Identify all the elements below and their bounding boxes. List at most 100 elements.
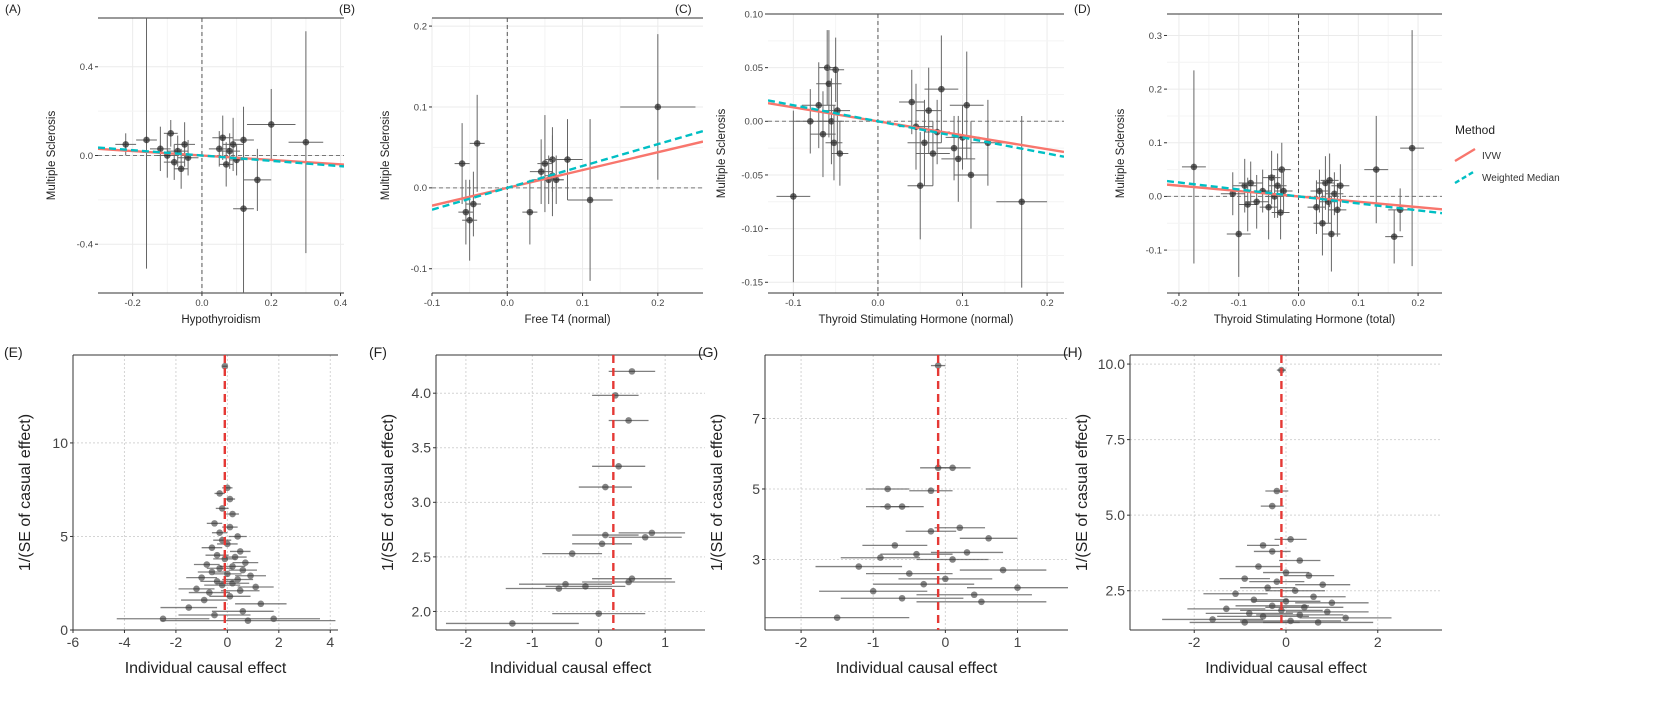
x-tick-label: -6 xyxy=(67,634,80,650)
data-point xyxy=(211,607,274,615)
point-marker xyxy=(1241,182,1249,189)
panel-d: (D) -0.2 -0.1 0.0 0.1 0.2 -0.1 0.0 0.1 0.2 0.3 Thyr… xyxy=(1074,2,1442,326)
x-tick-label: 0 xyxy=(223,634,231,650)
y-tick-label: 0.0 xyxy=(1149,192,1162,203)
y-tick-label: 2.5 xyxy=(412,549,432,565)
y-tick-label: 10.0 xyxy=(1098,356,1125,372)
marks-layer xyxy=(432,18,703,293)
data-point xyxy=(221,362,229,370)
data-point xyxy=(909,487,953,495)
x-tick-label: 2 xyxy=(275,634,283,650)
data-point xyxy=(214,490,225,497)
point-marker xyxy=(1235,230,1243,238)
data-point xyxy=(1240,584,1296,591)
x-tick-label: 0.2 xyxy=(265,298,278,309)
point-marker xyxy=(1247,179,1254,187)
y-tick-label: 10 xyxy=(52,435,68,451)
point-marker xyxy=(177,165,185,173)
y-axis-title: 1/(SE of casual effect) xyxy=(380,414,397,571)
point-marker xyxy=(832,66,839,74)
data-point xyxy=(592,463,646,470)
data-point xyxy=(1400,30,1425,267)
y-tick-label: -0.1 xyxy=(1146,245,1162,256)
weighted-median-regression-line xyxy=(98,146,344,168)
marks-layer xyxy=(765,355,1068,630)
y-tick-label: 2.5 xyxy=(1106,583,1126,599)
point-marker xyxy=(216,490,223,497)
point-marker xyxy=(815,101,823,109)
point-marker xyxy=(1280,187,1287,195)
y-tick-label: 0.00 xyxy=(745,117,764,128)
point-marker xyxy=(819,130,827,138)
point-marker xyxy=(1255,563,1262,570)
x-tick-label: 0 xyxy=(1282,634,1290,650)
data-point xyxy=(1265,604,1344,611)
point-marker xyxy=(1232,590,1239,598)
data-point xyxy=(1217,613,1309,620)
data-point xyxy=(765,614,910,621)
x-tick-label: 0.2 xyxy=(1040,298,1053,309)
marks-layer xyxy=(116,355,336,630)
point-marker xyxy=(869,587,877,595)
data-point xyxy=(115,133,137,156)
data-point xyxy=(188,589,230,596)
x-tick-label: 0.1 xyxy=(576,298,589,309)
point-marker xyxy=(949,556,956,563)
point-marker xyxy=(927,487,935,495)
panel-b: (B) -0.1 0.0 0.1 0.2 -0.1 0.0 0.1 0.2 Free T4 (no… xyxy=(339,2,703,326)
plot-area xyxy=(765,355,1068,630)
point-marker xyxy=(921,139,928,147)
x-tick-label: -0.2 xyxy=(1171,298,1187,309)
data-point xyxy=(1162,616,1264,623)
point-marker xyxy=(628,368,636,375)
point-marker xyxy=(219,134,227,142)
point-marker xyxy=(648,529,656,537)
point-marker xyxy=(218,505,226,512)
y-tick-label: -0.15 xyxy=(741,278,763,289)
point-marker xyxy=(473,140,481,147)
data-point xyxy=(1328,183,1347,237)
x-tick-label: -0.1 xyxy=(1231,298,1247,309)
point-marker xyxy=(215,145,223,153)
point-marker xyxy=(905,570,913,577)
data-point xyxy=(618,529,686,537)
data-point xyxy=(1238,161,1263,205)
data-point xyxy=(840,554,921,562)
data-point xyxy=(862,542,928,549)
marks-layer xyxy=(98,18,344,293)
ivw-regression-line xyxy=(768,101,1064,154)
point-marker xyxy=(625,417,632,424)
point-marker xyxy=(884,485,891,493)
point-marker xyxy=(1277,209,1284,216)
data-point xyxy=(458,179,474,245)
x-tick-label: 0.0 xyxy=(195,298,208,309)
data-point xyxy=(840,594,964,602)
x-tick-label: -0.1 xyxy=(785,298,801,309)
y-tick-label: 4.0 xyxy=(412,385,432,401)
data-point xyxy=(209,593,251,600)
y-tick-label: 5.0 xyxy=(1106,507,1126,523)
point-marker xyxy=(1018,198,1026,206)
data-point xyxy=(866,570,953,577)
point-marker xyxy=(1278,607,1285,614)
data-point xyxy=(552,119,583,200)
point-marker xyxy=(999,566,1007,574)
point-marker xyxy=(216,529,223,537)
data-point xyxy=(898,575,993,583)
point-marker xyxy=(226,147,233,155)
data-point xyxy=(924,35,959,143)
panel-label: (B) xyxy=(339,2,355,16)
point-marker xyxy=(184,154,192,162)
point-marker xyxy=(240,205,247,213)
y-tick-label: 0.0 xyxy=(414,183,427,194)
x-tick-label: 0 xyxy=(941,634,949,650)
point-marker xyxy=(1278,166,1286,173)
method-legend: Method IVW Weighted Median xyxy=(1454,123,1560,185)
point-marker xyxy=(1241,575,1249,582)
point-marker xyxy=(985,535,992,542)
point-marker xyxy=(1223,605,1230,613)
data-point xyxy=(211,529,228,537)
x-axis-title: Individual causal effect xyxy=(125,660,287,677)
data-point xyxy=(1235,563,1282,570)
point-marker xyxy=(239,566,247,574)
